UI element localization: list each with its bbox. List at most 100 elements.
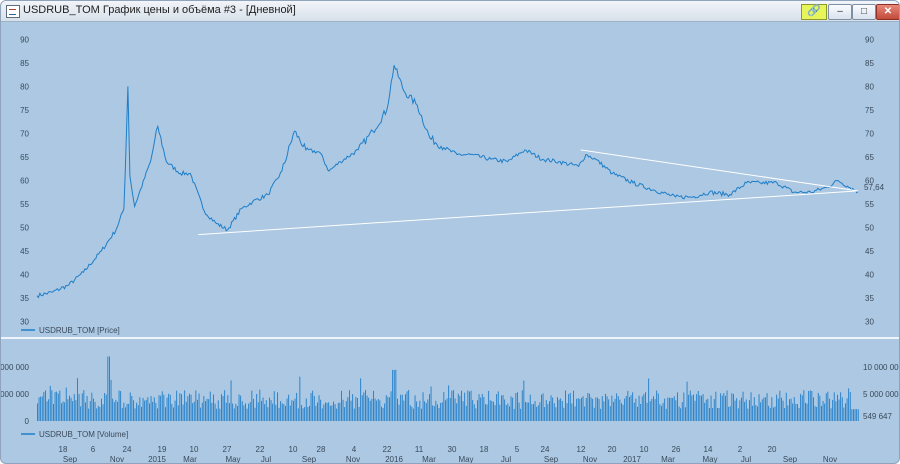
price-y-tick-left: 70 bbox=[20, 129, 29, 138]
volume-bar bbox=[432, 405, 434, 421]
volume-bar bbox=[88, 408, 90, 421]
volume-bar bbox=[126, 403, 128, 421]
volume-bar bbox=[281, 403, 283, 421]
volume-bar bbox=[803, 390, 805, 421]
close-button[interactable]: ✕ bbox=[876, 4, 899, 20]
volume-bar bbox=[246, 408, 248, 421]
resistance-trendline[interactable] bbox=[580, 149, 859, 192]
price-y-tick-right: 65 bbox=[865, 153, 874, 162]
x-month-label: Mar bbox=[422, 455, 436, 463]
volume-bar bbox=[150, 396, 152, 421]
volume-bar bbox=[406, 391, 408, 421]
volume-bar bbox=[464, 392, 466, 421]
x-day-label: 20 bbox=[608, 445, 617, 454]
volume-bar bbox=[753, 397, 755, 421]
volume-bar bbox=[845, 403, 846, 421]
volume-bar bbox=[481, 394, 483, 421]
volume-bar bbox=[707, 398, 709, 421]
volume-bar bbox=[265, 400, 267, 421]
volume-bar bbox=[395, 369, 397, 421]
volume-bar bbox=[293, 400, 294, 421]
volume-bar bbox=[768, 405, 770, 421]
volume-bar bbox=[493, 401, 494, 421]
volume-bar bbox=[734, 400, 736, 421]
volume-bar bbox=[171, 404, 173, 421]
minimize-button[interactable]: – bbox=[828, 4, 852, 20]
volume-bar bbox=[232, 403, 234, 421]
trendlines[interactable] bbox=[198, 149, 859, 236]
volume-bar bbox=[294, 398, 296, 421]
link-icon[interactable]: 🔗 bbox=[801, 4, 827, 20]
volume-bar bbox=[774, 406, 776, 421]
volume-bar bbox=[257, 402, 259, 421]
volume-bar bbox=[441, 402, 443, 421]
title-bar[interactable]: USDRUB_TOM График цены и объёма #3 - [Дн… bbox=[1, 1, 899, 22]
volume-legend: USDRUB_TOM [Volume] bbox=[39, 430, 128, 439]
volume-bar bbox=[243, 405, 245, 421]
volume-bar bbox=[397, 398, 398, 421]
volume-bar bbox=[584, 406, 586, 421]
volume-bar bbox=[169, 394, 171, 421]
volume-bar bbox=[313, 396, 315, 421]
volume-bar bbox=[329, 405, 331, 421]
volume-bar bbox=[662, 402, 664, 421]
volume-bar bbox=[696, 394, 698, 421]
price-y-axis: 30 30 35 35 40 40 45 45 50 50 55 55 60 60 65 65 70 70 75 75… bbox=[20, 35, 874, 326]
volume-bar bbox=[182, 404, 184, 421]
volume-bar bbox=[115, 399, 117, 421]
volume-bar bbox=[113, 402, 115, 421]
x-month-label: Nov bbox=[823, 455, 837, 463]
x-month-label: Sep bbox=[63, 455, 78, 463]
volume-bar bbox=[526, 402, 528, 421]
volume-bar bbox=[241, 401, 243, 421]
volume-bar bbox=[640, 404, 642, 421]
volume-bar bbox=[96, 408, 98, 421]
volume-bar bbox=[558, 399, 560, 421]
volume-bar bbox=[677, 392, 678, 421]
volume-bar bbox=[779, 390, 781, 421]
volume-bar bbox=[619, 399, 621, 421]
volume-bar bbox=[448, 385, 450, 421]
price-legend: USDRUB_TOM [Price] bbox=[39, 326, 120, 335]
volume-bar bbox=[310, 393, 312, 421]
volume-bar bbox=[603, 401, 605, 421]
volume-bar bbox=[105, 394, 107, 421]
volume-bar bbox=[480, 397, 482, 421]
volume-bar bbox=[595, 397, 597, 421]
volume-bar bbox=[365, 390, 366, 421]
volume-bar bbox=[504, 399, 506, 421]
volume-bar bbox=[733, 394, 734, 421]
volume-bar bbox=[206, 398, 208, 421]
volume-bar bbox=[417, 407, 419, 421]
support-trendline[interactable] bbox=[198, 190, 859, 236]
volume-bar bbox=[321, 408, 323, 421]
maximize-button[interactable]: □ bbox=[852, 4, 876, 20]
volume-bar bbox=[219, 408, 221, 421]
volume-bar bbox=[184, 390, 186, 421]
volume-bar bbox=[611, 395, 613, 421]
volume-bar bbox=[376, 400, 378, 421]
price-y-tick-right: 50 bbox=[865, 224, 874, 233]
volume-bar bbox=[344, 407, 346, 421]
volume-bar bbox=[161, 391, 163, 421]
volume-bar bbox=[65, 387, 67, 421]
volume-bar bbox=[808, 391, 810, 421]
volume-bar bbox=[283, 404, 285, 421]
volume-bar bbox=[560, 398, 562, 421]
volume-bar bbox=[125, 407, 126, 421]
volume-bar bbox=[208, 399, 210, 421]
x-month-label: Nov bbox=[583, 455, 597, 463]
volume-bar bbox=[145, 399, 147, 421]
volume-bar bbox=[200, 407, 202, 421]
x-day-label: 18 bbox=[480, 445, 489, 454]
volume-bar bbox=[382, 408, 384, 421]
price-y-tick-left: 40 bbox=[20, 271, 29, 280]
volume-bar bbox=[459, 395, 461, 421]
price-y-tick-left: 50 bbox=[20, 224, 29, 233]
volume-bar bbox=[374, 398, 376, 421]
volume-bar bbox=[414, 395, 416, 421]
volume-bar bbox=[297, 408, 299, 421]
volume-bar bbox=[525, 402, 526, 421]
